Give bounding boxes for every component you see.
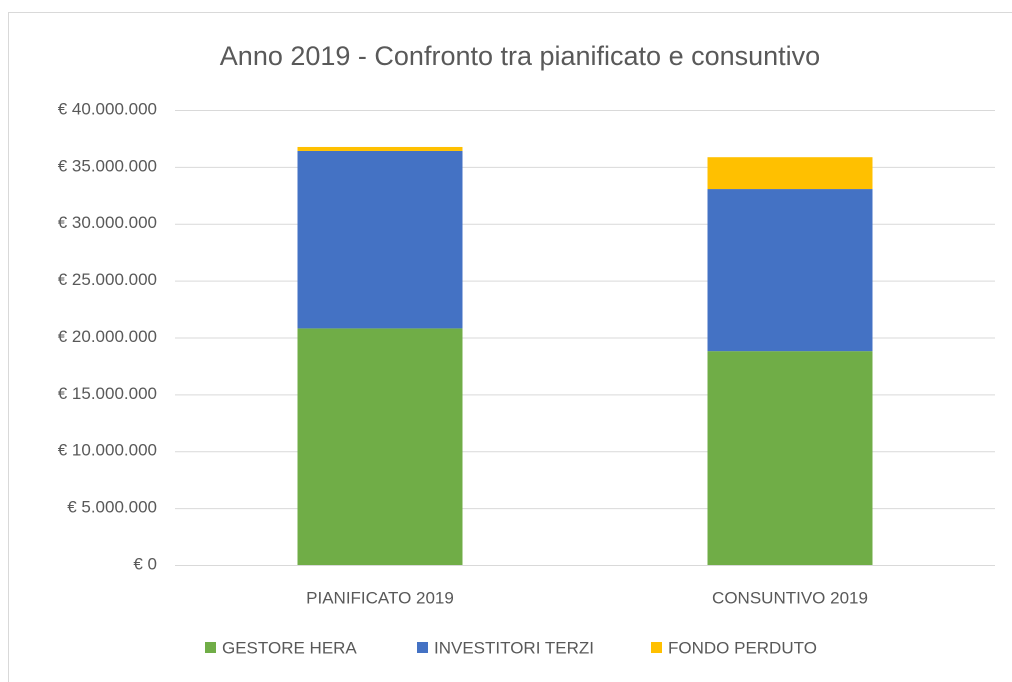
- y-tick-label: € 20.000.000: [58, 327, 157, 346]
- x-tick-label: CONSUNTIVO 2019: [712, 588, 868, 607]
- y-tick-label: € 30.000.000: [58, 213, 157, 232]
- y-tick-label: € 40.000.000: [58, 99, 157, 118]
- legend-swatch: [417, 642, 428, 653]
- legend-label: INVESTITORI TERZI: [434, 638, 594, 657]
- y-tick-label: € 15.000.000: [58, 384, 157, 403]
- legend-swatch: [205, 642, 216, 653]
- bar-segment: [297, 146, 463, 151]
- legend-swatch: [651, 642, 662, 653]
- bar-segment: [707, 189, 873, 352]
- bar-segment: [297, 150, 463, 329]
- bar-segment: [707, 157, 873, 190]
- y-tick-label: € 0: [133, 554, 157, 573]
- y-tick-label: € 35.000.000: [58, 156, 157, 175]
- legend-label: FONDO PERDUTO: [668, 638, 817, 657]
- y-tick-label: € 25.000.000: [58, 270, 157, 289]
- x-tick-label: PIANIFICATO 2019: [306, 588, 454, 607]
- legend-label: GESTORE HERA: [222, 638, 357, 657]
- y-tick-label: € 5.000.000: [67, 498, 157, 517]
- bar-segment: [297, 328, 463, 565]
- chart-title: Anno 2019 - Confronto tra pianificato e …: [220, 41, 820, 71]
- y-tick-label: € 10.000.000: [58, 441, 157, 460]
- bar-segment: [707, 351, 873, 565]
